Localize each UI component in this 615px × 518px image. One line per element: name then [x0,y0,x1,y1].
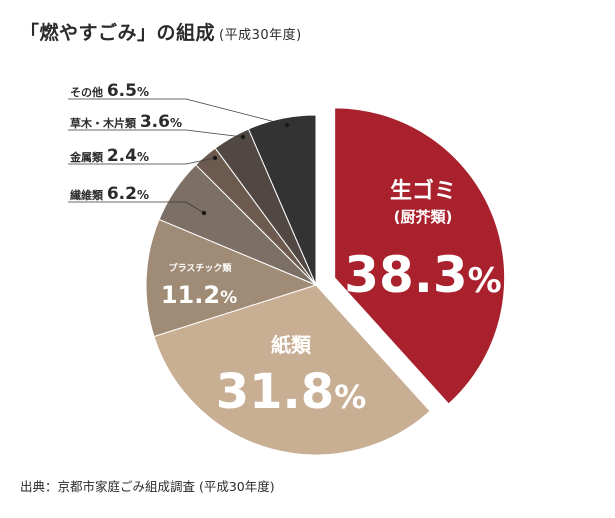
slice-5-leader-line [68,157,216,165]
slice-1-sublabel: (厨芥類) [394,208,453,226]
chart-title: 「燃やすごみ」の組成 (平成30年度) [20,18,302,45]
slice-3-label: プラスチック類 [169,262,233,274]
slice-5-label: 金属類 2.4% [69,146,149,166]
slice-6-label: 草木・木片類 3.6% [70,112,182,132]
slice-7-wedge [247,114,317,286]
slice-3-wedge [145,218,318,338]
slice-4-label: 繊維類 6.2% [70,184,149,204]
slice-5-leader-dot [212,155,218,161]
slice-1-wedge [334,107,506,405]
chart-title-main: 「燃やすごみ」の組成 [20,22,216,44]
slice-3-value: 11.2% [161,281,237,309]
slice-4-leader-line [68,201,205,214]
slice-6-leader-dot [240,134,246,140]
source-note: 出典：京都市家庭ごみ組成調査 (平成30年度) [20,479,275,494]
slice-7-leader-line [68,98,288,126]
slice-7-leader-dot [284,122,290,128]
slice-4-leader-dot [201,210,207,216]
chart-title-year: (平成30年度) [219,28,302,43]
slice-1-label: 生ゴミ [390,178,456,204]
slice-2-value: 31.8% [216,364,367,420]
slice-2-wedge [153,284,431,456]
slice-2-label: 紙類 [271,333,312,357]
slice-7-label: その他 6.5% [70,81,149,101]
slice-1-value: 38.3% [344,246,501,304]
slice-6-leader-line [68,129,244,138]
